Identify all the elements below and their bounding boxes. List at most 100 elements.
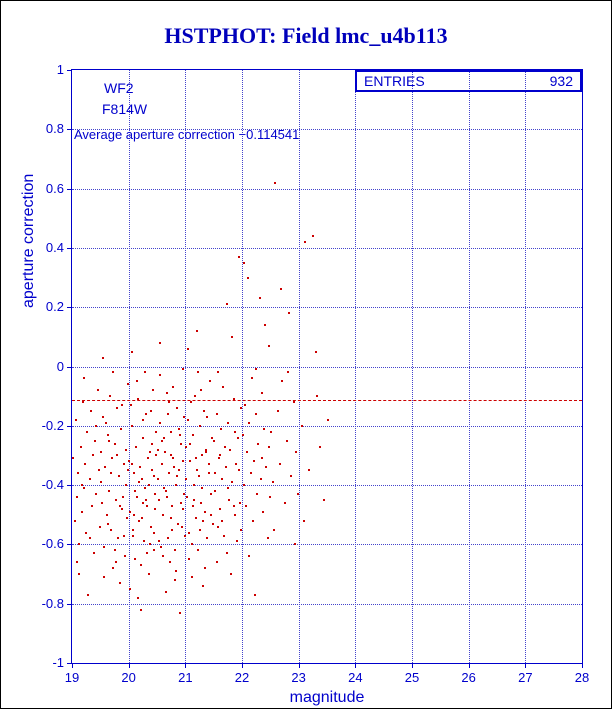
data-point <box>264 323 267 326</box>
data-point <box>220 519 223 522</box>
data-point <box>162 513 165 516</box>
data-point <box>149 525 152 528</box>
data-point <box>147 573 150 576</box>
y-tick-label: -0.8 <box>41 595 64 611</box>
data-point <box>155 430 158 433</box>
data-point <box>192 484 195 487</box>
data-point <box>278 463 281 466</box>
data-point <box>114 549 117 552</box>
y-tick-mark <box>67 544 72 546</box>
data-point <box>235 540 238 543</box>
data-point <box>186 495 189 498</box>
data-point <box>158 421 161 424</box>
data-point <box>213 439 216 442</box>
data-point <box>174 549 177 552</box>
data-point <box>77 573 80 576</box>
data-point <box>261 510 264 513</box>
data-point <box>180 525 183 528</box>
data-point <box>188 442 191 445</box>
data-point <box>77 472 80 475</box>
data-point <box>239 528 242 531</box>
data-point <box>138 519 141 522</box>
data-point <box>132 472 135 475</box>
x-tick-label: 24 <box>348 670 363 685</box>
data-point <box>118 475 121 478</box>
data-point <box>104 466 107 469</box>
data-point <box>74 418 77 421</box>
data-point <box>123 534 126 537</box>
entries-value: 932 <box>549 73 573 89</box>
data-point <box>99 451 102 454</box>
data-point <box>123 555 126 558</box>
data-point <box>195 516 198 519</box>
data-point <box>234 430 237 433</box>
y-gridline <box>72 188 582 190</box>
data-point <box>285 439 288 442</box>
data-point <box>225 552 228 555</box>
y-gridline <box>72 247 582 249</box>
data-point <box>79 445 82 448</box>
y-tick-mark <box>67 188 72 190</box>
data-point <box>135 445 138 448</box>
data-point <box>113 442 116 445</box>
data-point <box>122 495 124 498</box>
data-point <box>165 392 168 395</box>
data-point <box>115 561 118 564</box>
data-point <box>165 590 168 593</box>
data-point <box>234 463 237 466</box>
data-point <box>180 442 183 445</box>
data-point <box>176 522 179 525</box>
data-point <box>319 445 322 448</box>
data-point <box>105 421 107 424</box>
data-point <box>150 469 153 472</box>
data-point <box>230 573 233 576</box>
data-point <box>201 487 204 490</box>
data-point <box>297 492 300 495</box>
data-point <box>197 549 200 552</box>
data-point <box>189 460 192 463</box>
data-point <box>131 463 134 466</box>
x-tick-label: 26 <box>461 670 476 685</box>
data-point <box>78 543 81 546</box>
data-point <box>272 481 275 484</box>
data-point <box>166 495 169 498</box>
data-point <box>179 611 182 614</box>
data-point <box>252 460 255 463</box>
data-point <box>239 501 242 504</box>
y-tick-label: -0.6 <box>41 536 64 552</box>
data-point <box>201 584 204 587</box>
data-point <box>107 490 110 493</box>
data-point <box>149 543 152 546</box>
data-point <box>80 510 83 513</box>
x-tick-mark <box>355 663 357 668</box>
data-point <box>220 427 223 430</box>
data-point <box>151 442 154 445</box>
data-point <box>157 478 160 481</box>
data-point <box>140 478 143 481</box>
data-point <box>213 472 216 475</box>
data-point <box>159 546 162 549</box>
data-point <box>166 537 169 540</box>
data-point <box>136 596 139 599</box>
data-point <box>90 504 93 507</box>
x-tick-label: 28 <box>574 670 590 685</box>
data-point <box>323 498 326 501</box>
data-point <box>187 418 190 421</box>
data-point <box>102 415 105 418</box>
data-point <box>269 430 272 433</box>
data-point <box>259 478 262 481</box>
data-point <box>106 433 109 436</box>
data-point <box>222 386 225 389</box>
data-point <box>154 492 157 495</box>
data-point <box>230 335 233 338</box>
data-point <box>107 522 110 525</box>
data-point <box>241 433 244 436</box>
data-point <box>136 495 139 498</box>
data-point <box>142 418 145 421</box>
data-point <box>82 487 85 490</box>
data-point <box>233 504 236 507</box>
data-point <box>315 395 318 398</box>
data-point <box>237 469 240 472</box>
data-point <box>266 537 269 540</box>
data-point <box>300 424 303 427</box>
